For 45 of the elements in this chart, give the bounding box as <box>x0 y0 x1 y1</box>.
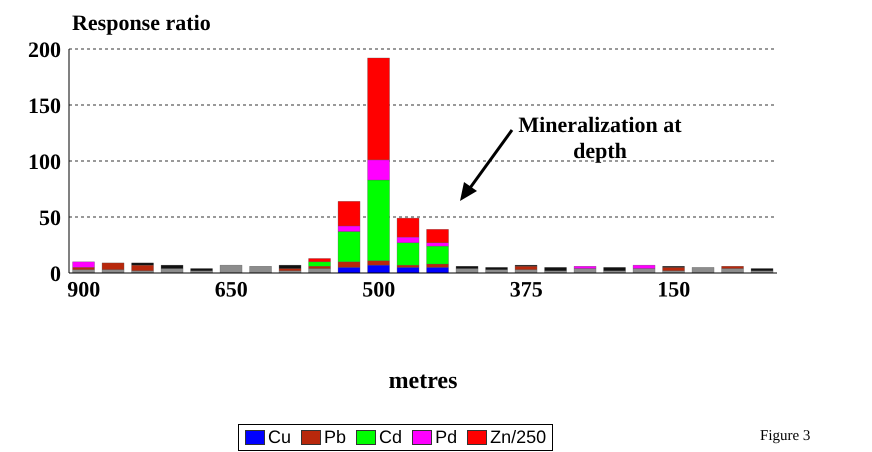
bar <box>603 267 626 271</box>
legend-label: Cu <box>268 427 292 448</box>
bar <box>308 262 331 266</box>
bar <box>190 268 213 271</box>
annotation: Mineralization at depth <box>517 112 683 164</box>
bar <box>426 229 449 243</box>
bar <box>278 265 302 269</box>
bar <box>131 265 154 271</box>
bar <box>160 265 184 269</box>
bar <box>426 267 449 273</box>
bar <box>367 265 390 273</box>
bar <box>456 266 478 269</box>
legend-label: Pb <box>324 427 346 448</box>
y-axis-title: Response ratio <box>72 10 211 36</box>
x-axis-title: metres <box>388 368 458 395</box>
bar <box>249 266 272 273</box>
caption: Figure 3 <box>760 428 810 445</box>
x-tick-label: 650 <box>214 276 248 302</box>
bar <box>692 267 714 273</box>
bar <box>750 268 774 271</box>
bar <box>485 267 508 270</box>
y-tick-label: 200 <box>28 36 61 62</box>
bar <box>632 265 656 269</box>
bar <box>721 266 744 269</box>
x-tick-label: 900 <box>67 276 100 302</box>
x-tick-label: 150 <box>657 276 690 302</box>
legend-label: Zn/250 <box>490 427 546 448</box>
bar <box>102 262 124 270</box>
bar <box>426 246 449 264</box>
bar <box>308 266 331 269</box>
bar <box>396 267 420 273</box>
y-tick-label: 100 <box>28 148 61 174</box>
y-tick-label: 50 <box>39 204 61 230</box>
bar <box>514 266 538 270</box>
bar <box>574 266 596 269</box>
y-tick-label: 0 <box>50 260 61 286</box>
bar <box>220 265 242 273</box>
y-tick-label: 150 <box>28 92 61 118</box>
legend-label: Pd <box>435 427 458 448</box>
bar <box>72 262 95 268</box>
x-tick-label: 500 <box>362 276 396 302</box>
bar <box>662 267 685 271</box>
bar <box>544 267 567 271</box>
legend-label: Cd <box>379 427 402 448</box>
x-tick-label: 375 <box>510 276 543 302</box>
